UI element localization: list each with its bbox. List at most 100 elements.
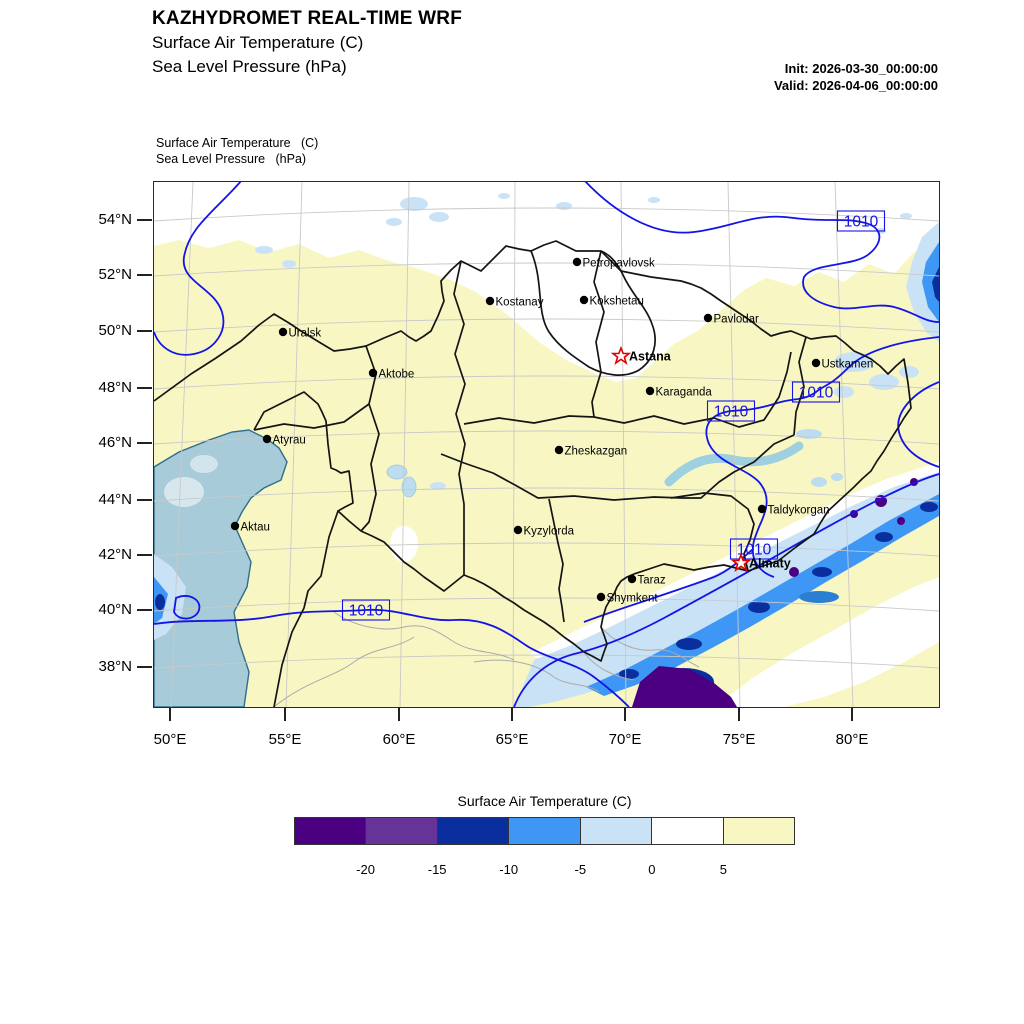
lat-tick-mark bbox=[137, 274, 152, 276]
pressure-label-box bbox=[341, 599, 391, 621]
field-title-temperature: Surface Air Temperature (C) bbox=[152, 33, 364, 52]
lat-tick-mark bbox=[137, 442, 152, 444]
temp-white-north bbox=[154, 182, 939, 382]
city-label: Almaty bbox=[749, 557, 791, 571]
lat-tick-label: 44°N bbox=[98, 491, 132, 508]
lon-tick-mark bbox=[169, 707, 171, 721]
city-dot-icon bbox=[811, 358, 821, 368]
lon-tick-label: 50°E bbox=[153, 731, 187, 748]
pressure-label-box bbox=[836, 210, 886, 232]
pressure-label: 1010 bbox=[737, 542, 772, 559]
city-dot-icon bbox=[627, 574, 637, 584]
city-label: Aktobe bbox=[379, 369, 415, 381]
init-time: Init: 2026-03-30_00:00:00 bbox=[784, 61, 938, 76]
colorbar-tick-label: 5 bbox=[719, 862, 728, 877]
lat-tick-label: 40°N bbox=[98, 601, 132, 618]
cities-layer: Uralsk Aktobe Atyrau Aktau Kostanay Petropavl… bbox=[230, 257, 874, 605]
colorbar-cell bbox=[651, 818, 723, 844]
pressure-contours bbox=[154, 182, 939, 707]
lat-tick-mark bbox=[137, 219, 152, 221]
city-label: Astana bbox=[629, 350, 672, 364]
city-dot-icon bbox=[368, 368, 378, 378]
lat-tick-mark bbox=[137, 666, 152, 668]
city-dot-icon bbox=[485, 296, 495, 306]
lon-tick-mark bbox=[624, 707, 626, 721]
model-run-times: Init: 2026-03-30_00:00:00 Valid: 2026-04… bbox=[774, 60, 938, 94]
lat-tick-mark bbox=[137, 330, 152, 332]
city-dot-icon bbox=[572, 257, 582, 267]
map-svg: 1010 1010 1010 1010 1010 Uralsk Aktobe Atyrau A… bbox=[154, 182, 939, 707]
city-dot-icon bbox=[513, 525, 523, 535]
city-label: Shymkent bbox=[607, 593, 659, 605]
capital-star-icon bbox=[730, 552, 752, 572]
lon-tick-mark bbox=[851, 707, 853, 721]
kazakhstan-borders bbox=[154, 240, 912, 707]
city-label: Pavlodar bbox=[714, 314, 760, 326]
lat-tick-label: 54°N bbox=[98, 211, 132, 228]
capital-star-icon bbox=[610, 345, 632, 365]
lon-tick-mark bbox=[398, 707, 400, 721]
colorbar-tick-label: -10 bbox=[499, 862, 519, 877]
lon-tick-label: 70°E bbox=[608, 731, 642, 748]
temp-streak-left bbox=[154, 554, 186, 640]
colorbar-cell bbox=[295, 818, 366, 844]
colorbar-tick-label: -20 bbox=[356, 862, 375, 877]
pressure-label-box bbox=[791, 381, 841, 403]
lon-tick-label: 75°E bbox=[722, 731, 756, 748]
pressure-label-box bbox=[706, 400, 756, 422]
colorbar-cell bbox=[436, 818, 509, 844]
city-label: Ustkamen bbox=[822, 359, 874, 371]
lat-tick-label: 42°N bbox=[98, 546, 132, 563]
colorbar-cell bbox=[722, 818, 794, 844]
lat-tick-label: 38°N bbox=[98, 658, 132, 675]
city-label: Zheskazgan bbox=[565, 446, 628, 458]
pressure-label: 1010 bbox=[349, 603, 384, 620]
pressure-labels-layer: 1010 1010 1010 1010 1010 bbox=[341, 210, 886, 621]
colorbar bbox=[294, 817, 795, 845]
lat-tick-mark bbox=[137, 499, 152, 501]
city-label: Karaganda bbox=[656, 387, 713, 399]
lon-tick-label: 80°E bbox=[835, 731, 869, 748]
lat-tick-mark bbox=[137, 387, 152, 389]
city-dot-icon bbox=[230, 521, 240, 531]
foreign-borders bbox=[273, 611, 700, 707]
valid-time: Valid: 2026-04-06_00:00:00 bbox=[773, 78, 938, 93]
lon-tick-mark bbox=[284, 707, 286, 721]
colorbar-title: Surface Air Temperature (C) bbox=[457, 793, 632, 809]
pressure-label: 1010 bbox=[714, 404, 749, 421]
colorbar-cell bbox=[579, 818, 652, 844]
city-label: Kyzylorda bbox=[524, 526, 575, 538]
city-dot-icon bbox=[278, 327, 288, 337]
colorbar-tick-label: 0 bbox=[648, 862, 656, 877]
map-legend-line2: Sea Level Pressure (hPa) bbox=[156, 152, 307, 166]
caspian-ice-patch bbox=[164, 477, 204, 507]
city-label: Kostanay bbox=[496, 297, 544, 309]
lat-tick-mark bbox=[137, 554, 152, 556]
lon-tick-label: 65°E bbox=[495, 731, 529, 748]
city-dot-icon bbox=[579, 295, 589, 305]
map-legend-line1: Surface Air Temperature (C) bbox=[156, 136, 319, 150]
map-frame: 1010 1010 1010 1010 1010 Uralsk Aktobe Atyrau A… bbox=[153, 181, 940, 708]
lon-tick-mark bbox=[738, 707, 740, 721]
lon-tick-mark bbox=[511, 707, 513, 721]
colorbar-cell bbox=[365, 818, 437, 844]
city-dot-icon bbox=[596, 592, 606, 602]
city-dot-icon bbox=[645, 386, 655, 396]
pressure-label: 1010 bbox=[799, 385, 834, 402]
lon-tick-label: 60°E bbox=[382, 731, 416, 748]
city-dot-icon bbox=[262, 434, 272, 444]
lat-tick-mark bbox=[137, 609, 152, 611]
city-label: Kokshetau bbox=[590, 296, 644, 308]
lon-tick-label: 55°E bbox=[268, 731, 302, 748]
city-dot-icon bbox=[703, 313, 713, 323]
caspian-ice-patch2 bbox=[190, 455, 218, 473]
city-label: Uralsk bbox=[289, 328, 322, 340]
city-label: Taraz bbox=[638, 575, 666, 587]
city-label: Aktau bbox=[241, 522, 270, 534]
colorbar-tick-label: -15 bbox=[427, 862, 447, 877]
city-label: Petropavlovsk bbox=[583, 258, 655, 270]
city-dot-icon bbox=[757, 504, 767, 514]
lat-tick-label: 46°N bbox=[98, 434, 132, 451]
colorbar-cell bbox=[508, 818, 580, 844]
